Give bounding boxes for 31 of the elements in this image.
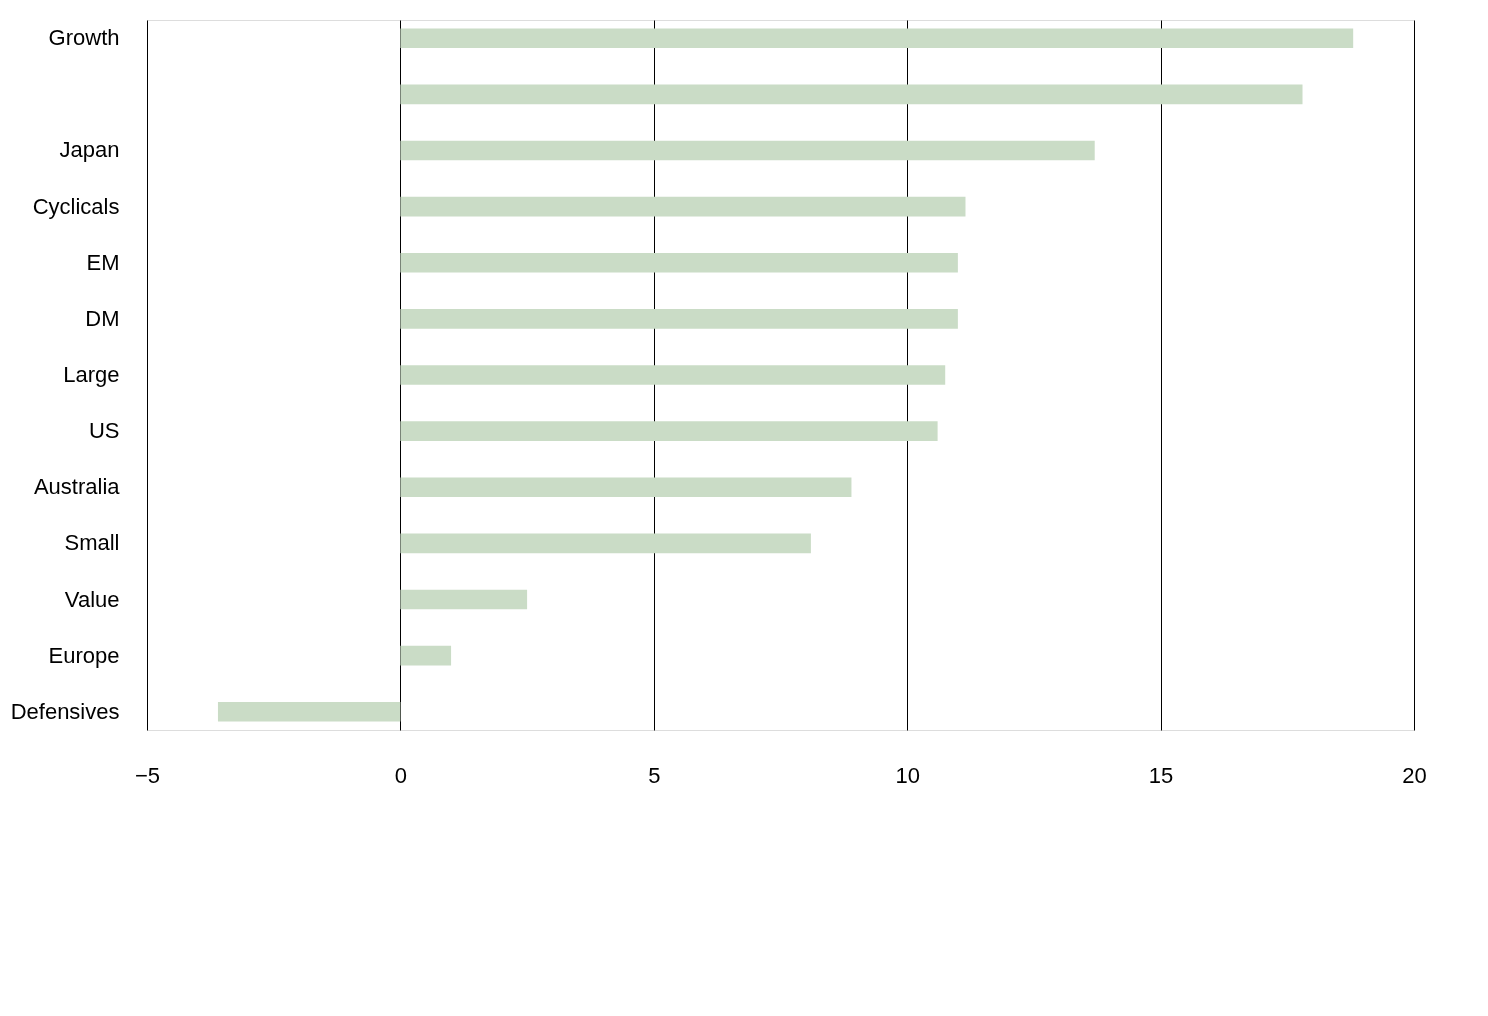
bar: [400, 365, 946, 385]
bar: [400, 533, 811, 554]
x-tick-label: 0: [394, 762, 408, 788]
y-tick-label: Australia: [33, 474, 121, 500]
bar: [400, 309, 958, 329]
bar: [400, 196, 966, 217]
bar: [400, 477, 852, 498]
bar: [400, 28, 1354, 49]
x-tick-label: 10: [895, 762, 920, 788]
bar: [400, 421, 938, 441]
y-tick-label: DM: [85, 305, 120, 331]
bar: [400, 140, 1095, 161]
bar: [217, 701, 401, 722]
y-tick-label: Europe: [48, 642, 120, 668]
x-tick-label: 20: [1402, 762, 1427, 788]
bar: [400, 589, 528, 610]
x-tick-label: −5: [134, 762, 161, 788]
x-tick-label: 15: [1148, 762, 1174, 788]
y-tick-label: Japan: [59, 137, 120, 163]
x-tick-label: 5: [648, 762, 661, 788]
y-tick-label: Growth: [48, 25, 120, 51]
y-tick-label: EM: [86, 249, 120, 275]
y-tick-label: Defensives: [10, 698, 120, 724]
bar: [400, 645, 452, 666]
y-tick-label: Value: [64, 586, 120, 612]
y-tick-label: Large: [63, 362, 120, 387]
y-tick-label: Cyclicals: [32, 193, 120, 219]
y-tick-label: US: [88, 418, 120, 444]
bar: [400, 84, 1303, 105]
bar: [400, 252, 958, 273]
y-tick-label: Small: [64, 530, 120, 556]
